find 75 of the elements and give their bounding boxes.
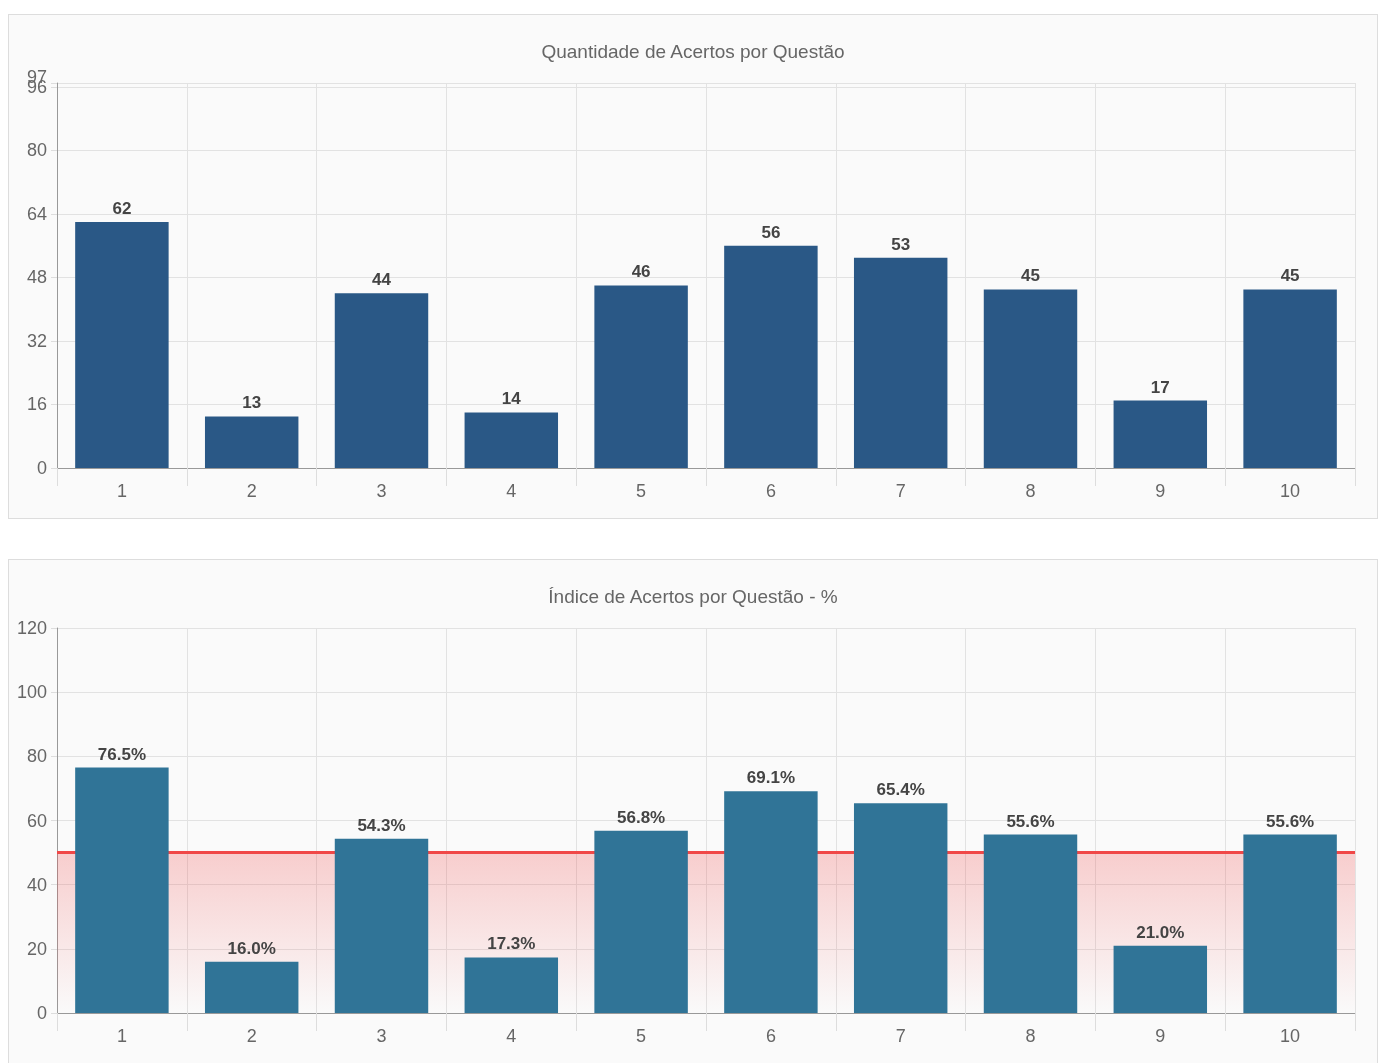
- x-tick-label: 5: [636, 481, 647, 501]
- x-tick-label: 1: [116, 1026, 127, 1046]
- bar: [75, 221, 169, 468]
- y-tick-label: 80: [26, 140, 47, 161]
- x-tick-label: 6: [765, 481, 776, 501]
- bar: [1243, 289, 1337, 468]
- x-tick-label: 8: [1025, 481, 1036, 501]
- data-label: 56: [761, 222, 781, 242]
- data-label: 69.1%: [746, 768, 795, 788]
- bar: [334, 838, 429, 1013]
- bar: [334, 293, 429, 468]
- x-tick-label: 2: [246, 1026, 257, 1046]
- bar: [983, 834, 1078, 1013]
- bar: [594, 830, 688, 1013]
- y-tick-label: 0: [36, 458, 47, 478]
- bar: [724, 245, 818, 468]
- bar: [724, 791, 818, 1013]
- data-label: 21.0%: [1136, 922, 1185, 942]
- data-label: 55.6%: [1266, 811, 1315, 831]
- bar: [853, 257, 948, 468]
- x-tick-label: 5: [636, 1026, 647, 1046]
- bar: [594, 285, 688, 468]
- y-tick-label: 0: [36, 1003, 47, 1023]
- bar: [1113, 945, 1208, 1013]
- y-tick-label: 64: [26, 203, 47, 224]
- data-label: 54.3%: [357, 815, 406, 835]
- x-tick-label: 9: [1155, 481, 1166, 501]
- data-label: 14: [501, 389, 522, 409]
- y-tick-label: 40: [26, 874, 47, 895]
- x-tick-label: 8: [1025, 1026, 1036, 1046]
- bar: [1113, 400, 1208, 468]
- x-tick-label: 2: [246, 481, 257, 501]
- data-label: 55.6%: [1006, 811, 1055, 831]
- bar: [464, 412, 559, 468]
- x-tick-label: 4: [506, 481, 517, 501]
- chart-title: Quantidade de Acertos por Questão: [541, 41, 845, 62]
- bar: [75, 767, 169, 1013]
- y-tick-label: 60: [26, 810, 47, 831]
- data-label: 16.0%: [227, 938, 276, 958]
- x-tick-label: 1: [116, 481, 127, 501]
- data-label: 17.3%: [487, 934, 536, 954]
- bar: [853, 803, 948, 1013]
- y-tick-label: 80: [26, 746, 47, 767]
- bar: [1243, 834, 1337, 1013]
- y-tick-label: 100: [16, 682, 47, 703]
- x-tick-label: 10: [1280, 1026, 1301, 1046]
- x-tick-label: 9: [1155, 1026, 1166, 1046]
- data-label: 53: [891, 234, 911, 254]
- y-tick-label: 20: [26, 938, 47, 959]
- data-label: 45: [1021, 266, 1040, 286]
- y-tick-label: 48: [26, 267, 47, 288]
- data-label: 45: [1280, 266, 1300, 286]
- data-label: 17: [1150, 377, 1170, 397]
- x-tick-label: 4: [506, 1026, 517, 1046]
- data-label: 65.4%: [876, 780, 925, 800]
- bar: [464, 957, 559, 1013]
- x-tick-label: 3: [376, 1026, 387, 1046]
- y-tick-label: 32: [26, 330, 47, 351]
- data-label: 56.8%: [617, 807, 666, 827]
- y-tick-label: 16: [26, 394, 47, 415]
- bar: [204, 416, 299, 468]
- x-tick-label: 3: [376, 481, 387, 501]
- x-tick-label: 6: [765, 1026, 776, 1046]
- data-label: 76.5%: [97, 744, 146, 764]
- y-tick-label: 120: [16, 618, 47, 638]
- x-tick-label: 7: [895, 1026, 906, 1046]
- bar: [983, 289, 1078, 468]
- bar: [204, 961, 299, 1013]
- data-label: 46: [631, 262, 651, 282]
- data-label: 44: [372, 270, 392, 290]
- data-label: 62: [112, 198, 132, 218]
- x-tick-label: 10: [1280, 481, 1301, 501]
- x-tick-label: 7: [895, 481, 906, 501]
- data-label: 13: [242, 393, 262, 413]
- chart-title: Índice de Acertos por Questão - %: [548, 586, 838, 607]
